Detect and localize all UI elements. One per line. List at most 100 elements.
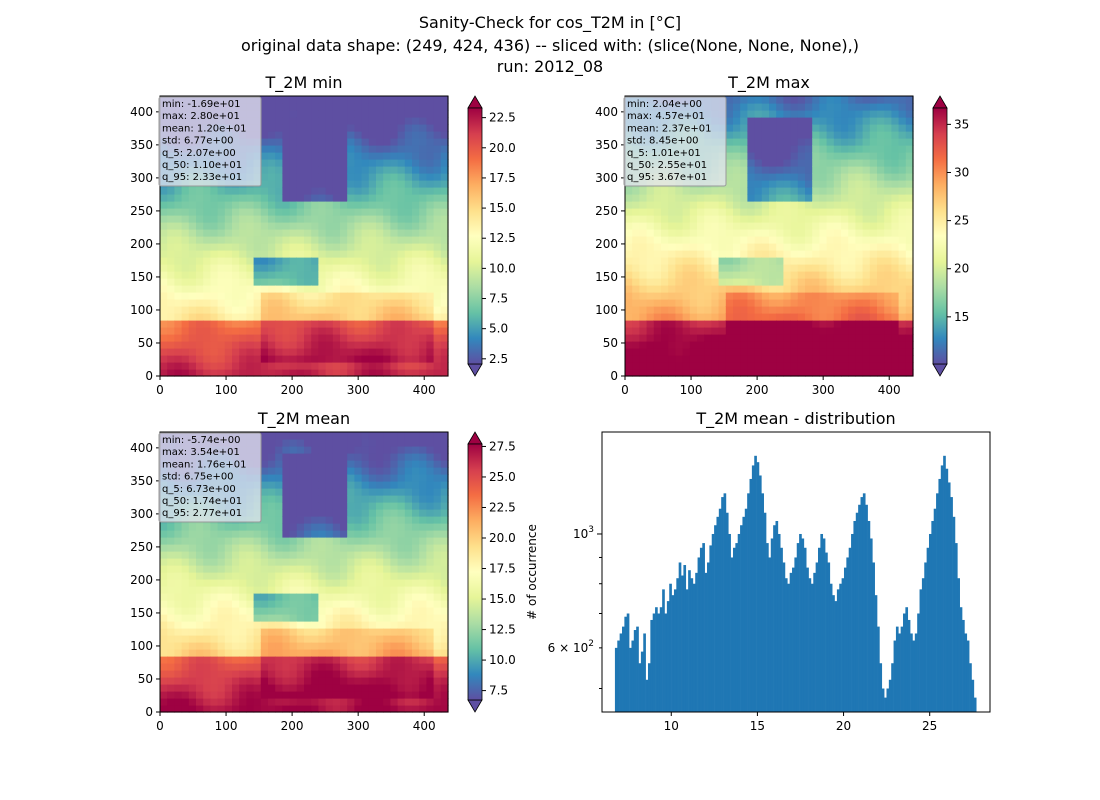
heatmap-cell xyxy=(812,152,820,160)
heatmap-cell xyxy=(747,306,756,314)
heatmap-cell xyxy=(668,278,676,286)
heatmap-cell xyxy=(812,110,820,118)
heatmap-cell xyxy=(653,257,662,265)
heatmap-cell xyxy=(376,229,384,237)
heatmap-cell xyxy=(318,572,327,580)
heatmap-cell xyxy=(210,222,219,230)
heatmap-cell xyxy=(354,369,363,377)
heatmap-cell xyxy=(181,341,190,349)
heatmap-cell xyxy=(390,600,399,608)
heatmap-cell xyxy=(841,187,849,195)
heatmap-cell xyxy=(661,208,669,216)
heatmap-cell xyxy=(891,278,900,286)
heatmap-cell xyxy=(253,600,262,608)
heatmap-cell xyxy=(390,264,399,272)
heatmap-cell xyxy=(790,152,799,160)
heatmap-cell xyxy=(296,271,305,279)
heatmap-cell xyxy=(419,145,427,153)
heatmap-cell xyxy=(239,299,247,307)
heatmap-cell xyxy=(203,201,211,209)
heatmap-cell xyxy=(826,117,835,125)
heatmap-cell xyxy=(311,201,319,209)
heatmap-cell xyxy=(419,649,427,657)
y-tick-label: 100 xyxy=(130,639,153,653)
heatmap-cell xyxy=(419,670,427,678)
heatmap-cell xyxy=(318,649,327,657)
heatmap-cell xyxy=(354,446,363,454)
heatmap-cell xyxy=(862,320,871,328)
heatmap-cell xyxy=(790,110,799,118)
heatmap-cell xyxy=(718,229,727,237)
histogram-bar xyxy=(614,647,618,712)
heatmap-cell xyxy=(426,439,435,447)
heatmap-cell xyxy=(210,544,219,552)
heatmap-cell xyxy=(246,656,255,664)
heatmap-cell xyxy=(646,285,655,293)
heatmap-cell xyxy=(862,264,871,272)
heatmap-cell xyxy=(826,187,835,195)
heatmap-cell xyxy=(440,649,449,657)
heatmap-cell xyxy=(332,355,341,363)
heatmap-cell xyxy=(776,341,784,349)
heatmap-cell xyxy=(805,341,813,349)
heatmap-cell xyxy=(733,110,741,118)
heatmap-cell xyxy=(196,698,204,706)
heatmap-cell xyxy=(661,271,669,279)
heatmap-cell xyxy=(340,705,348,713)
heatmap-cell xyxy=(440,215,449,223)
heatmap-cell xyxy=(725,103,734,111)
heatmap-cell xyxy=(354,110,363,118)
heatmap-cell xyxy=(232,558,240,566)
heatmap-cell xyxy=(376,131,384,139)
heatmap-cell xyxy=(340,684,348,692)
heatmap-cell xyxy=(855,215,864,223)
x-tick-label: 200 xyxy=(281,383,304,397)
heatmap-cell xyxy=(848,152,856,160)
histogram-bar xyxy=(640,651,644,712)
heatmap-cell xyxy=(869,138,878,146)
heatmap-cell xyxy=(440,474,449,482)
heatmap-cell xyxy=(884,306,892,314)
heatmap-cell xyxy=(848,117,856,125)
heatmap-cell xyxy=(412,432,420,440)
heatmap-cell xyxy=(383,460,391,468)
heatmap-cell xyxy=(855,257,864,265)
heatmap-cell xyxy=(833,250,842,258)
heatmap-cell xyxy=(354,194,363,202)
heatmap-cell xyxy=(718,334,727,342)
heatmap-cell xyxy=(332,103,341,111)
heatmap-cell xyxy=(311,145,319,153)
heatmap-cell xyxy=(440,152,449,160)
heatmap-cell xyxy=(296,250,305,258)
heatmap-cell xyxy=(361,96,370,104)
heatmap-cell xyxy=(196,656,204,664)
heatmap-cell xyxy=(433,103,442,111)
heatmap-cell xyxy=(210,677,219,685)
heatmap-cell xyxy=(668,362,676,370)
heatmap-cell xyxy=(311,271,319,279)
heatmap-cell xyxy=(354,271,363,279)
heatmap-cell xyxy=(426,271,435,279)
heatmap-cell xyxy=(419,558,427,566)
heatmap-cell xyxy=(361,691,370,699)
heatmap-cell xyxy=(174,208,183,216)
heatmap-cell xyxy=(675,201,684,209)
heatmap-cell xyxy=(725,306,734,314)
heatmap-cell xyxy=(311,355,319,363)
heatmap-cell xyxy=(289,544,298,552)
heatmap-cell xyxy=(383,159,391,167)
heatmap-cell xyxy=(224,544,233,552)
heatmap-cell xyxy=(347,467,355,475)
heatmap-cell xyxy=(390,635,399,643)
heatmap-cell xyxy=(682,208,691,216)
heatmap-cell xyxy=(174,271,183,279)
heatmap-cell xyxy=(725,271,734,279)
heatmap-cell xyxy=(776,166,784,174)
heatmap-cell xyxy=(311,341,319,349)
heatmap-cell xyxy=(761,138,770,146)
heatmap-cell xyxy=(318,628,327,636)
stats-box xyxy=(158,96,262,187)
heatmap-cell xyxy=(376,138,384,146)
heatmap-cell xyxy=(625,222,633,230)
heatmap-cell xyxy=(419,474,427,482)
